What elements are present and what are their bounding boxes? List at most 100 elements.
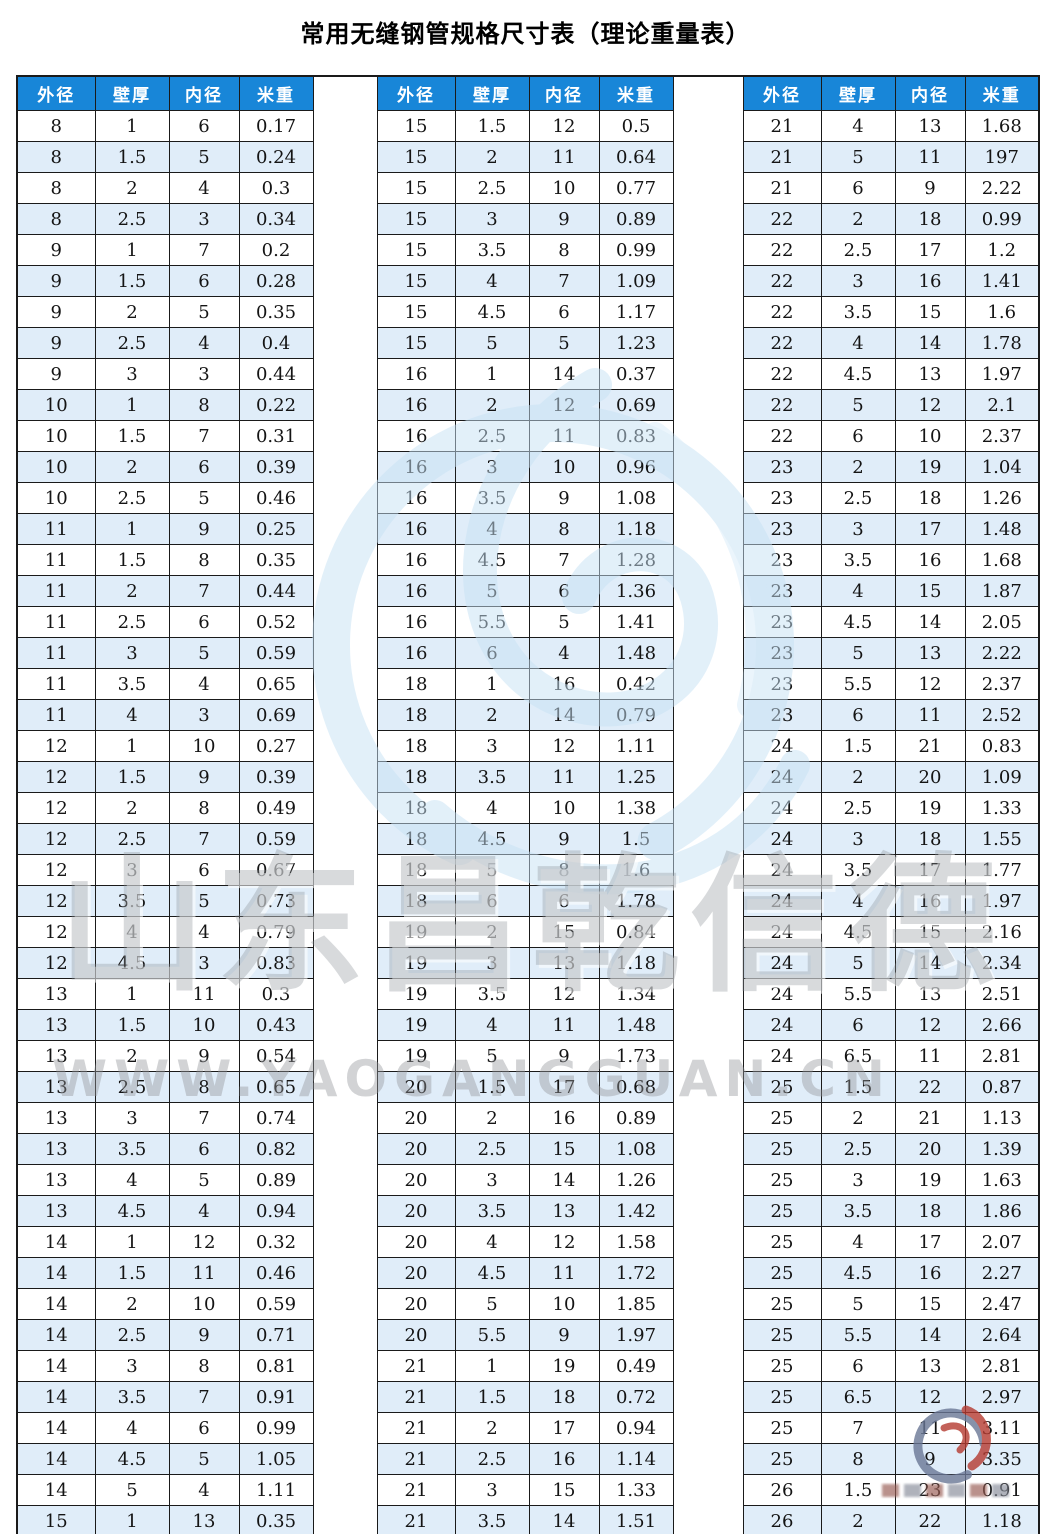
cell-id: 23 [894,1474,966,1506]
cell-weight: 0.42 [598,668,674,700]
cell-weight: 1.86 [964,1195,1040,1227]
table-row: 9 1 7 0.2 15 3.5 8 0.99 22 2.5 17 1.2 [16,234,1040,266]
cell-id: 12 [528,1226,600,1258]
table-row: 10 2.5 5 0.46 16 3.5 9 1.08 23 2.5 18 1.26 [16,482,1040,514]
table-gap [672,575,744,607]
cell-wall: 2.5 [94,606,170,638]
cell-id: 15 [528,916,600,948]
cell-id: 16 [894,265,966,297]
cell-weight: 1.05 [238,1443,314,1475]
cell-weight: 1.13 [964,1102,1040,1134]
cell-od: 14 [16,1474,96,1506]
cell-od: 25 [742,1381,822,1413]
table-gap [312,76,378,111]
cell-weight: 1.97 [964,358,1040,390]
cell-weight: 1.2 [964,234,1040,266]
table-row: 11 3.5 4 0.65 18 1 16 0.42 23 5.5 12 2.37 [16,668,1040,700]
cell-id: 9 [894,1443,966,1475]
cell-id: 19 [894,451,966,483]
cell-wall: 5 [820,1288,896,1320]
table-gap [672,513,744,545]
cell-id: 3 [168,203,240,235]
cell-id: 12 [528,389,600,421]
table-row: 8 2.5 3 0.34 15 3 9 0.89 22 2 18 0.99 [16,203,1040,235]
cell-od: 14 [16,1319,96,1351]
table-gap [312,1071,378,1103]
table-row: 8 2 4 0.3 15 2.5 10 0.77 21 6 9 2.22 [16,172,1040,204]
cell-id: 17 [894,1226,966,1258]
cell-id: 16 [894,885,966,917]
cell-weight: 1.48 [598,637,674,669]
cell-od: 25 [742,1102,822,1134]
table-row: 10 1.5 7 0.31 16 2.5 11 0.83 22 6 10 2.37 [16,420,1040,452]
table-gap [312,1381,378,1413]
cell-od: 16 [376,451,456,483]
cell-wall: 2 [94,172,170,204]
cell-od: 22 [742,358,822,390]
cell-weight: 2.64 [964,1319,1040,1351]
cell-od: 21 [376,1381,456,1413]
cell-od: 16 [376,544,456,576]
cell-id: 13 [894,637,966,669]
table-row: 15 1 13 0.35 21 3.5 14 1.51 26 2 22 1.18 [16,1505,1040,1534]
table-gap [672,978,744,1010]
table-gap [672,1350,744,1382]
table-row: 8 1.5 5 0.24 15 2 11 0.64 21 5 11 197 [16,141,1040,173]
cell-weight: 1.28 [598,544,674,576]
table-row: 9 2.5 4 0.4 15 5 5 1.23 22 4 14 1.78 [16,327,1040,359]
cell-od: 24 [742,854,822,886]
cell-od: 20 [376,1288,456,1320]
cell-weight: 1.48 [964,513,1040,545]
cell-wall: 2.5 [820,792,896,824]
cell-weight: 1.63 [964,1164,1040,1196]
cell-id: 13 [894,978,966,1010]
table-row: 12 1 10 0.27 18 3 12 1.11 24 1.5 21 0.83 [16,730,1040,762]
cell-id: 5 [168,885,240,917]
table-gap [672,1505,744,1534]
cell-id: 13 [168,1505,240,1534]
cell-weight: 1.25 [598,761,674,793]
table-gap [312,1226,378,1258]
table-gap [672,668,744,700]
cell-wall: 5.5 [454,1319,530,1351]
cell-od: 8 [16,172,96,204]
table-gap [312,606,378,638]
cell-weight: 1.97 [964,885,1040,917]
cell-wall: 4 [454,792,530,824]
cell-id: 14 [894,947,966,979]
cell-weight: 2.27 [964,1257,1040,1289]
cell-od: 22 [742,265,822,297]
cell-weight: 0.2 [238,234,314,266]
cell-id: 17 [528,1412,600,1444]
cell-wall: 4.5 [94,947,170,979]
cell-id: 14 [528,1505,600,1534]
table-gap [312,792,378,824]
cell-od: 16 [376,358,456,390]
cell-weight: 0.79 [238,916,314,948]
cell-od: 10 [16,389,96,421]
cell-wall: 5 [454,1040,530,1072]
table-gap [672,358,744,390]
cell-od: 14 [16,1381,96,1413]
cell-id: 7 [528,544,600,576]
cell-id: 15 [894,916,966,948]
cell-wall: 5 [454,575,530,607]
cell-weight: 0.65 [238,668,314,700]
cell-wall: 1 [94,730,170,762]
table-gap [672,854,744,886]
cell-weight: 3.11 [964,1412,1040,1444]
cell-wall: 1 [94,978,170,1010]
cell-id: 9 [168,761,240,793]
cell-weight: 1.41 [964,265,1040,297]
cell-wall: 3 [94,637,170,669]
table-gap [672,203,744,235]
cell-wall: 1.5 [94,761,170,793]
cell-id: 9 [528,203,600,235]
cell-weight: 0.99 [964,203,1040,235]
table-row: 14 2 10 0.59 20 5 10 1.85 25 5 15 2.47 [16,1288,1040,1320]
cell-weight: 0.22 [238,389,314,421]
cell-od: 26 [742,1505,822,1534]
cell-od: 16 [376,482,456,514]
cell-wall: 2.5 [820,482,896,514]
table-row: 14 4.5 5 1.05 21 2.5 16 1.14 25 8 9 3.35 [16,1443,1040,1475]
